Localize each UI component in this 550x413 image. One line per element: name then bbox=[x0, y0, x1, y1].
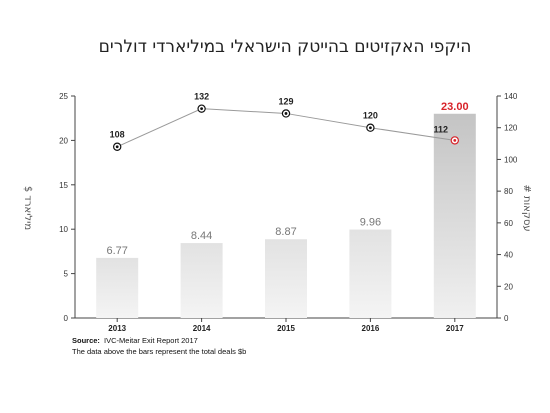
footer-source-text: IVC-Meitar Exit Report 2017 bbox=[104, 336, 198, 345]
y-left-tick-label: 10 bbox=[59, 225, 68, 234]
y-left-tick-label: 15 bbox=[59, 181, 68, 190]
y-left-tick-label: 25 bbox=[59, 92, 68, 101]
axes: 0 5 10 15 20 25 0 20 40 60 80 100 120 140 2013 2014 2015… bbox=[59, 92, 518, 333]
y-right-tick-label: 140 bbox=[504, 92, 518, 101]
bars-layer: 6.77 8.44 8.87 9.96 23.00 bbox=[96, 101, 476, 318]
bar-value-label: 8.87 bbox=[275, 226, 296, 238]
line-value-label: 112 bbox=[434, 124, 449, 134]
bar bbox=[349, 229, 392, 318]
line-value-label: 120 bbox=[363, 111, 378, 121]
y-left-tick-label: 0 bbox=[64, 314, 69, 323]
footer-source-label: Source: bbox=[72, 336, 100, 345]
bar-value-label: 23.00 bbox=[441, 101, 469, 113]
line-value-label: 108 bbox=[110, 130, 125, 140]
line-layer: 108 132 129 120 112 bbox=[110, 92, 459, 151]
y-left-axis-label: מיליארד $ bbox=[22, 186, 33, 230]
y-right-tick-label: 40 bbox=[504, 251, 513, 260]
y-left-tick-label: 20 bbox=[59, 136, 68, 145]
y-right-tick-label: 100 bbox=[504, 155, 518, 164]
bar bbox=[433, 113, 476, 318]
bar-value-label: 6.77 bbox=[106, 245, 127, 257]
footer-source: Source: IVC-Meitar Exit Report 2017 bbox=[72, 336, 198, 345]
x-tick-label: 2015 bbox=[277, 324, 295, 333]
y-right-tick-label: 0 bbox=[504, 314, 509, 323]
x-tick-label: 2017 bbox=[446, 324, 464, 333]
x-tick-label: 2014 bbox=[193, 324, 211, 333]
x-tick-label: 2016 bbox=[362, 324, 380, 333]
y-right-tick-label: 60 bbox=[504, 219, 513, 228]
line-point-center bbox=[453, 139, 457, 142]
bar bbox=[265, 239, 307, 318]
line-point-center bbox=[369, 126, 372, 130]
bar bbox=[180, 243, 223, 318]
chart-title: היקפי האקזיטים בהייטק הישראלי במיליארדי … bbox=[99, 37, 472, 57]
y-right-tick-label: 80 bbox=[504, 187, 513, 196]
bar bbox=[96, 257, 139, 318]
line-value-label: 129 bbox=[278, 96, 293, 106]
y-left-tick-label: 5 bbox=[64, 270, 69, 279]
y-right-tick-label: 20 bbox=[504, 282, 513, 291]
x-tick-label: 2013 bbox=[108, 324, 126, 333]
line-point-center bbox=[115, 145, 119, 149]
y-right-axis-label: עסקאות # bbox=[521, 184, 532, 231]
bar-value-label: 8.44 bbox=[191, 230, 212, 242]
footer-note: The data above the bars represent the to… bbox=[72, 347, 246, 356]
line-point-center bbox=[200, 107, 204, 111]
line-value-label: 132 bbox=[194, 92, 209, 102]
bar-value-label: 9.96 bbox=[360, 217, 381, 229]
line-point-center bbox=[284, 112, 288, 115]
y-right-tick-label: 120 bbox=[504, 124, 518, 133]
